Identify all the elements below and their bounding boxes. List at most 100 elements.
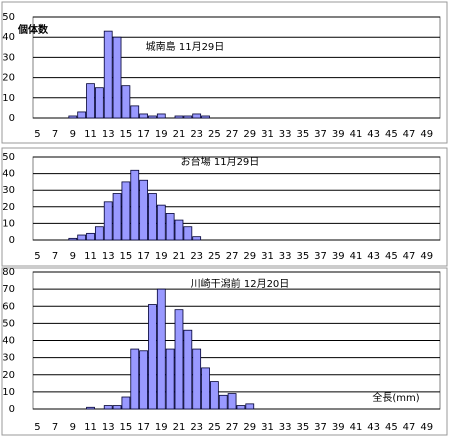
bar [218, 394, 228, 410]
x-tick-label: 15 [120, 422, 133, 433]
x-tick-label: 33 [279, 422, 292, 433]
x-tick-label: 19 [155, 129, 168, 140]
x-tick-label: 45 [385, 422, 398, 433]
x-tick-label: 21 [173, 251, 186, 262]
bar [139, 113, 148, 119]
x-tick-label: 31 [261, 129, 274, 140]
x-tick-label: 39 [332, 251, 345, 262]
x-tick-label: 15 [120, 129, 133, 140]
x-tick-label: 9 [70, 422, 76, 433]
bar [148, 304, 157, 410]
x-tick-label: 11 [84, 422, 97, 433]
x-tick-label: 37 [314, 129, 327, 140]
bar [192, 113, 202, 119]
y-tick-label: 40 [2, 169, 15, 180]
bar [148, 193, 157, 241]
x-tick-label: 27 [226, 251, 239, 262]
chart-title: 城南島 11月29日 [146, 40, 225, 53]
x-tick-label: 17 [137, 251, 150, 262]
bar [174, 309, 184, 410]
x-tick-label: 45 [385, 251, 398, 262]
x-tick-label: 25 [208, 129, 221, 140]
y-tick-label: 80 [2, 267, 15, 278]
y-tick-label: 50 [2, 12, 15, 23]
chart-title: お台場 11月29日 [181, 155, 260, 168]
x-tick-label: 43 [367, 251, 380, 262]
x-tick-label: 35 [296, 422, 309, 433]
bar [94, 226, 104, 241]
y-tick-label: 40 [2, 32, 15, 43]
bar [94, 87, 104, 119]
x-tick-label: 27 [226, 422, 239, 433]
bar [68, 237, 78, 241]
y-tick-label: 10 [2, 387, 15, 398]
x-tick-label: 49 [420, 251, 433, 262]
x-tick-label: 29 [243, 251, 256, 262]
x-tick-label: 13 [102, 422, 115, 433]
x-tick-label: 27 [226, 129, 239, 140]
x-tick-label: 7 [52, 129, 58, 140]
x-tick-label: 21 [173, 129, 186, 140]
x-tick-label: 49 [420, 422, 433, 433]
x-tick-label: 39 [332, 422, 345, 433]
x-tick-label: 9 [70, 129, 76, 140]
bar [156, 113, 166, 119]
x-tick-label: 43 [367, 422, 380, 433]
x-tick-label: 47 [403, 129, 416, 140]
bar [165, 213, 175, 241]
panel-frame [1, 147, 448, 267]
y-tick-label: 10 [2, 93, 15, 104]
bar [227, 393, 237, 410]
bar [245, 403, 255, 410]
x-tick-label: 7 [52, 422, 58, 433]
x-tick-label: 19 [155, 251, 168, 262]
bar [112, 193, 122, 241]
bar [183, 329, 193, 410]
y-tick-label: 50 [2, 152, 15, 163]
bar [236, 405, 246, 410]
x-tick-label: 17 [137, 129, 150, 140]
y-tick-label: 10 [2, 218, 15, 229]
x-tick-label: 49 [420, 129, 433, 140]
y-tick-label: 20 [2, 202, 15, 213]
bar [86, 232, 95, 241]
x-tick-label: 33 [279, 251, 292, 262]
x-axis-label: 全長(mm) [372, 391, 419, 404]
x-tick-label: 45 [385, 129, 398, 140]
bar [139, 350, 148, 410]
bar [130, 169, 140, 241]
bar [103, 405, 113, 410]
x-tick-label: 11 [84, 251, 97, 262]
bar [86, 83, 95, 119]
bar [112, 405, 122, 410]
x-tick-label: 25 [208, 422, 221, 433]
x-tick-label: 41 [350, 251, 363, 262]
bar [86, 406, 95, 410]
x-tick-label: 29 [243, 422, 256, 433]
x-tick-label: 13 [102, 251, 115, 262]
x-tick-label: 37 [314, 422, 327, 433]
x-tick-label: 13 [102, 129, 115, 140]
x-tick-label: 7 [52, 251, 58, 262]
x-tick-label: 47 [403, 422, 416, 433]
x-tick-label: 41 [350, 129, 363, 140]
bar [121, 85, 131, 119]
bar [201, 115, 210, 119]
x-tick-label: 37 [314, 251, 327, 262]
y-tick-label: 0 [9, 113, 15, 124]
x-tick-label: 19 [155, 422, 168, 433]
y-tick-label: 20 [2, 73, 15, 84]
x-tick-label: 35 [296, 129, 309, 140]
y-tick-label: 0 [9, 235, 15, 246]
y-tick-label: 70 [2, 284, 15, 295]
x-tick-label: 17 [137, 422, 150, 433]
panel-frame [1, 1, 448, 144]
bar [148, 115, 157, 119]
x-tick-label: 23 [190, 251, 203, 262]
bar [121, 396, 131, 410]
panel-frame [1, 267, 448, 436]
x-tick-label: 21 [173, 422, 186, 433]
bar [103, 201, 113, 241]
bar [77, 111, 87, 119]
y-tick-label: 60 [2, 301, 15, 312]
